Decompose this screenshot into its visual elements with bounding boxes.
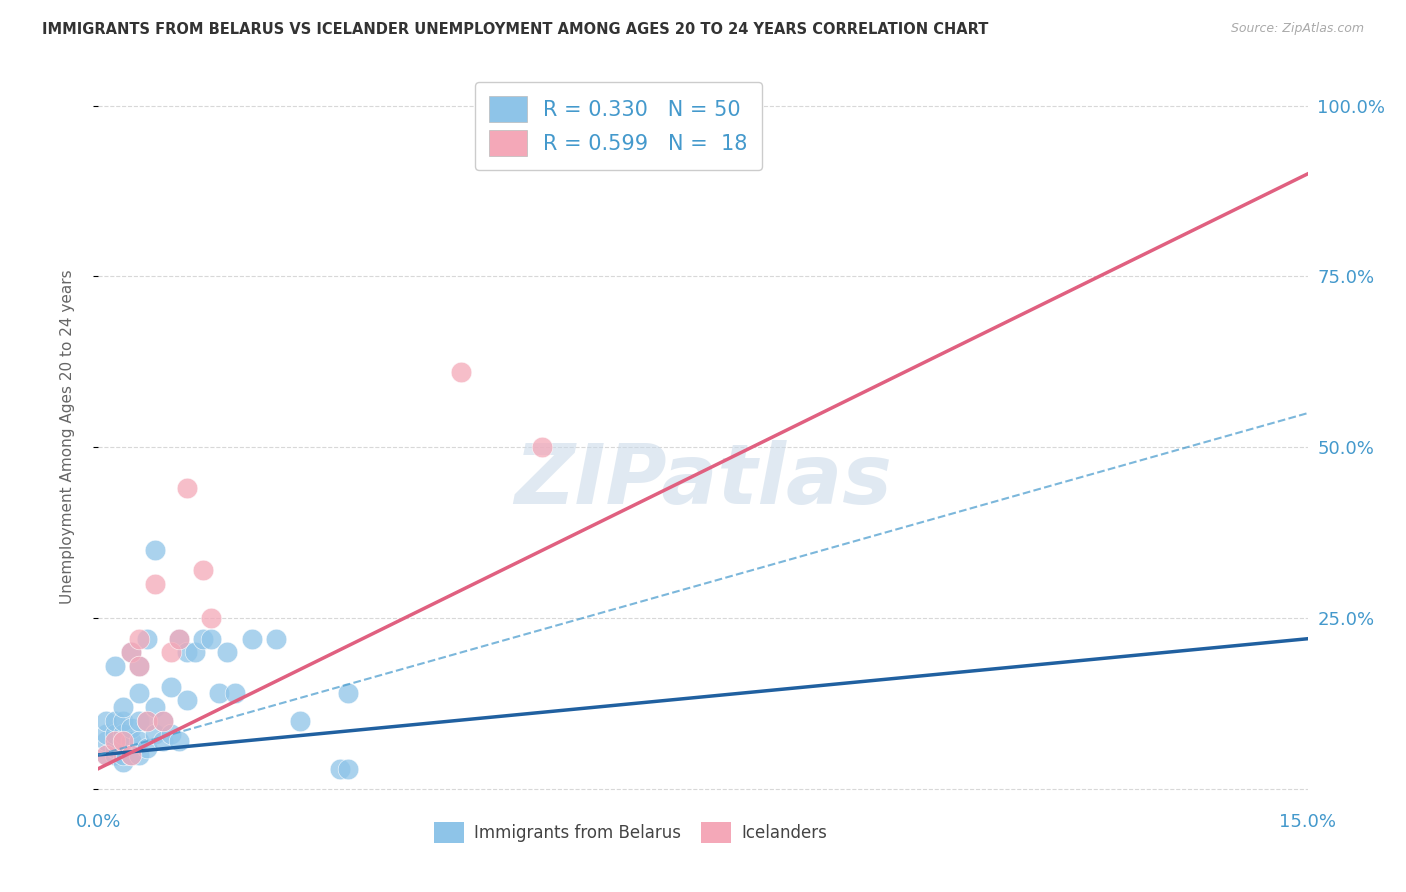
Point — [184, 645, 207, 659]
Point — [571, 98, 593, 112]
Point — [143, 700, 166, 714]
Point — [200, 611, 222, 625]
Point — [208, 686, 231, 700]
Point — [111, 734, 134, 748]
Point — [111, 747, 134, 762]
Point — [135, 741, 157, 756]
Point — [160, 645, 183, 659]
Point — [103, 659, 125, 673]
Point — [120, 747, 142, 762]
Point — [160, 727, 183, 741]
Point — [530, 440, 553, 454]
Point — [337, 686, 360, 700]
Point — [152, 734, 174, 748]
Point — [96, 714, 118, 728]
Point — [167, 632, 190, 646]
Point — [240, 632, 263, 646]
Point — [200, 632, 222, 646]
Point — [193, 563, 215, 577]
Point — [167, 734, 190, 748]
Point — [143, 577, 166, 591]
Point — [120, 721, 142, 735]
Point — [96, 747, 118, 762]
Point — [128, 659, 150, 673]
Point — [128, 686, 150, 700]
Point — [128, 632, 150, 646]
Y-axis label: Unemployment Among Ages 20 to 24 years: Unemployment Among Ages 20 to 24 years — [60, 269, 75, 605]
Point — [120, 645, 142, 659]
Point — [167, 632, 190, 646]
Point — [103, 734, 125, 748]
Legend: Immigrants from Belarus, Icelanders: Immigrants from Belarus, Icelanders — [427, 815, 834, 849]
Point — [143, 727, 166, 741]
Point — [224, 686, 246, 700]
Point — [111, 734, 134, 748]
Point — [111, 727, 134, 741]
Point — [103, 747, 125, 762]
Point — [337, 762, 360, 776]
Point — [135, 714, 157, 728]
Point — [96, 727, 118, 741]
Point — [450, 365, 472, 379]
Point — [111, 714, 134, 728]
Point — [120, 645, 142, 659]
Point — [288, 714, 311, 728]
Point — [103, 727, 125, 741]
Point — [96, 747, 118, 762]
Point — [135, 714, 157, 728]
Point — [135, 632, 157, 646]
Point — [111, 755, 134, 769]
Point — [120, 734, 142, 748]
Point — [217, 645, 239, 659]
Point — [103, 714, 125, 728]
Text: IMMIGRANTS FROM BELARUS VS ICELANDER UNEMPLOYMENT AMONG AGES 20 TO 24 YEARS CORR: IMMIGRANTS FROM BELARUS VS ICELANDER UNE… — [42, 22, 988, 37]
Point — [96, 734, 118, 748]
Point — [103, 741, 125, 756]
Point — [128, 659, 150, 673]
Point — [120, 747, 142, 762]
Point — [176, 645, 198, 659]
Point — [176, 481, 198, 495]
Point — [152, 714, 174, 728]
Point — [193, 632, 215, 646]
Text: Source: ZipAtlas.com: Source: ZipAtlas.com — [1230, 22, 1364, 36]
Point — [160, 680, 183, 694]
Point — [143, 542, 166, 557]
Point — [176, 693, 198, 707]
Point — [128, 734, 150, 748]
Text: ZIPatlas: ZIPatlas — [515, 441, 891, 522]
Point — [128, 714, 150, 728]
Point — [329, 762, 352, 776]
Point — [152, 714, 174, 728]
Point — [128, 747, 150, 762]
Point — [264, 632, 287, 646]
Point — [111, 700, 134, 714]
